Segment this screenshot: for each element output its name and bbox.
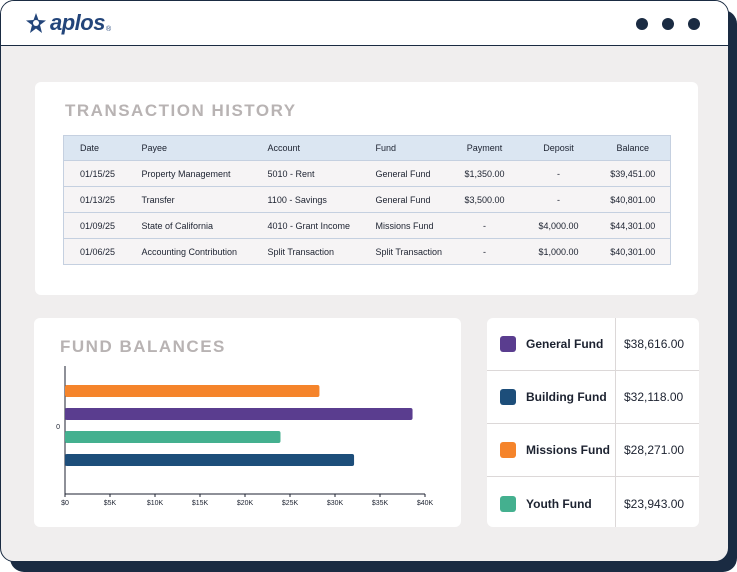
- legend-swatch: [500, 389, 516, 405]
- cell-balance: $40,301.00: [595, 238, 671, 265]
- x-tick-label: $10K: [147, 500, 164, 507]
- legend-value: $32,118.00: [624, 390, 684, 404]
- x-tick-label: $0: [61, 500, 69, 507]
- x-tick-label: $5K: [104, 500, 117, 507]
- bar-missions-fund[interactable]: [65, 385, 320, 397]
- cell-date: 01/15/25: [63, 160, 126, 187]
- legend-item-general-fund[interactable]: General Fund $38,616.00: [487, 318, 699, 371]
- transaction-history-card: TRANSACTION HISTORY Date Payee Account F…: [35, 82, 698, 295]
- table-row[interactable]: 01/13/25 Transfer 1100 - Savings General…: [63, 186, 671, 213]
- aplos-logo[interactable]: aplos ®: [25, 10, 111, 36]
- fund-balances-card: FUND BALANCES $0 $5K $10K $15K $20K $25K $30K $…: [34, 318, 461, 527]
- cell-payee: Accounting Contribution: [125, 238, 252, 265]
- legend-item-missions-fund[interactable]: Missions Fund $28,271.00: [487, 424, 699, 477]
- x-tick-label: $40K: [417, 500, 434, 507]
- logo-registered-mark: ®: [105, 25, 112, 33]
- table-header-row: Date Payee Account Fund Payment Deposit …: [63, 135, 671, 161]
- x-tick-label: $15K: [192, 500, 209, 507]
- cell-deposit: $4,000.00: [521, 212, 596, 239]
- aplos-star-icon: [26, 13, 46, 33]
- column-header-account[interactable]: Account: [251, 135, 360, 161]
- table-row[interactable]: 01/06/25 Accounting Contribution Split T…: [63, 238, 671, 265]
- legend-value: $38,616.00: [624, 337, 685, 351]
- legend-item-youth-fund[interactable]: Youth Fund $23,943.00: [487, 477, 699, 527]
- cell-fund: General Fund: [359, 186, 448, 213]
- logo-text: aplos: [50, 10, 105, 35]
- legend-divider: [615, 318, 616, 527]
- cell-deposit: -: [521, 186, 596, 213]
- transaction-table: Date Payee Account Fund Payment Deposit …: [63, 135, 671, 265]
- legend-name: Youth Fund: [526, 496, 592, 511]
- bar-general-fund[interactable]: [65, 408, 413, 420]
- cell-deposit: -: [521, 160, 596, 187]
- transaction-history-title: TRANSACTION HISTORY: [65, 101, 297, 120]
- cell-payment: $3,500.00: [447, 186, 522, 213]
- x-tick-label: $25K: [282, 500, 299, 507]
- column-header-deposit[interactable]: Deposit: [521, 135, 596, 161]
- cell-date: 01/13/25: [63, 186, 126, 213]
- cell-date: 01/09/25: [63, 212, 126, 239]
- cell-payee: Transfer: [125, 186, 252, 213]
- cell-account: 5010 - Rent: [251, 160, 360, 187]
- title-bar: aplos ®: [1, 1, 728, 46]
- cell-date: 01/06/25: [63, 238, 126, 265]
- fund-legend-card: General Fund $38,616.00 Building Fund $3…: [487, 318, 699, 527]
- cell-balance: $39,451.00: [595, 160, 671, 187]
- cell-payment: $1,350.00: [447, 160, 522, 187]
- cell-account: Split Transaction: [251, 238, 360, 265]
- bar-building-fund[interactable]: [65, 454, 355, 466]
- legend-name: Building Fund: [526, 390, 607, 404]
- cell-fund: Missions Fund: [359, 212, 448, 239]
- cell-payment: -: [447, 238, 522, 265]
- legend-swatch: [500, 495, 516, 512]
- x-tick-label: $35K: [372, 500, 389, 507]
- table-row[interactable]: 01/09/25 State of California 4010 - Gran…: [63, 212, 671, 239]
- cell-account: 4010 - Grant Income: [251, 212, 360, 239]
- column-header-date[interactable]: Date: [63, 135, 126, 161]
- legend-name: Missions Fund: [526, 443, 610, 457]
- legend-item-building-fund[interactable]: Building Fund $32,118.00: [487, 371, 699, 424]
- table-row[interactable]: 01/15/25 Property Management 5010 - Rent…: [63, 160, 671, 187]
- legend-value: $28,271.00: [624, 443, 685, 457]
- legend-name: General Fund: [526, 337, 604, 351]
- column-header-payment[interactable]: Payment: [447, 135, 522, 161]
- cell-fund: General Fund: [359, 160, 448, 187]
- legend-value: $23,943.00: [624, 496, 685, 511]
- window-menu-dots[interactable]: [636, 18, 700, 30]
- bar-youth-fund[interactable]: [65, 431, 281, 443]
- column-header-balance[interactable]: Balance: [595, 135, 671, 161]
- fund-balances-chart: $0 $5K $10K $15K $20K $25K $30K $35K $40K 0: [56, 366, 434, 507]
- dot-icon: [662, 18, 674, 30]
- cell-payee: State of California: [125, 212, 252, 239]
- x-tick-label: $20K: [237, 500, 254, 507]
- y-category-label: 0: [56, 424, 60, 431]
- x-tick-label: $30K: [327, 500, 344, 507]
- dot-icon: [636, 18, 648, 30]
- legend-swatch: [500, 336, 516, 352]
- column-header-payee[interactable]: Payee: [125, 135, 252, 161]
- cell-fund: Split Transaction: [359, 238, 448, 265]
- cell-account: 1100 - Savings: [251, 186, 360, 213]
- cell-payment: -: [447, 212, 522, 239]
- cell-balance: $40,801.00: [595, 186, 671, 213]
- fund-balances-title: FUND BALANCES: [60, 337, 226, 356]
- cell-deposit: $1,000.00: [521, 238, 596, 265]
- dot-icon: [688, 18, 700, 30]
- legend-swatch: [500, 442, 516, 458]
- cell-balance: $44,301.00: [595, 212, 671, 239]
- cell-payee: Property Management: [125, 160, 252, 187]
- column-header-fund[interactable]: Fund: [359, 135, 448, 161]
- app-window: aplos ® TRANSACTION HISTORY Date Payee A…: [0, 0, 729, 562]
